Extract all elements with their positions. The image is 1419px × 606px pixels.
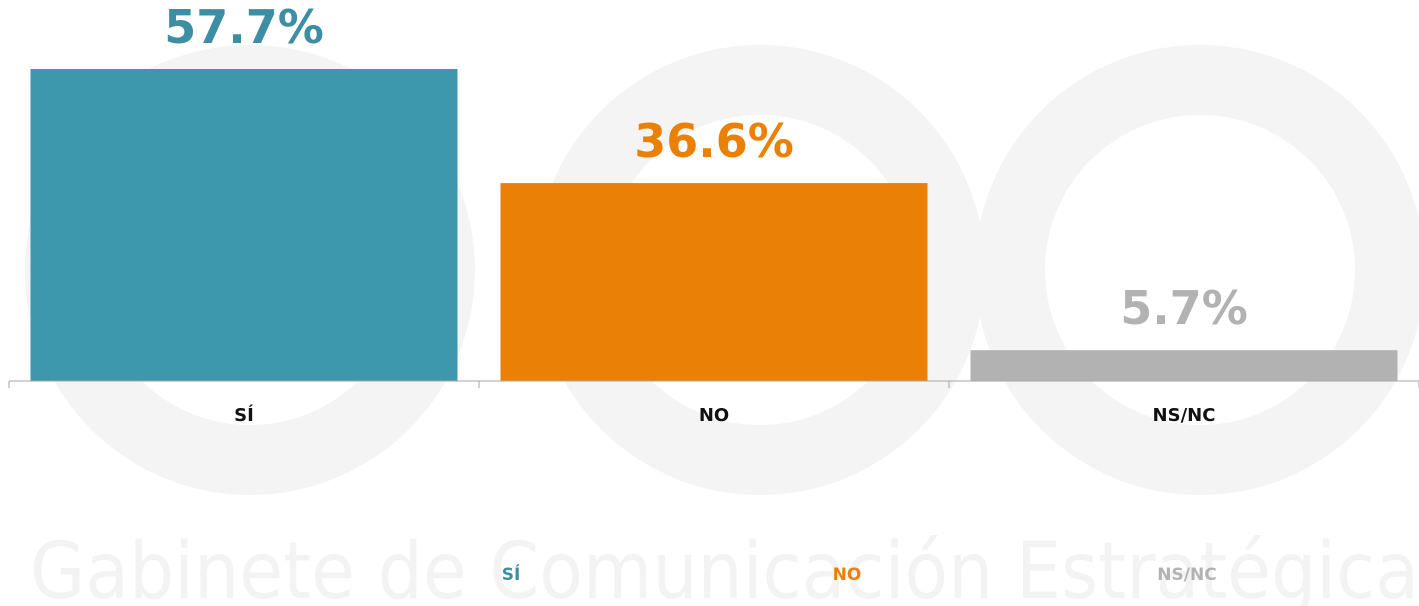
bar [30, 69, 458, 381]
bars-group [30, 69, 1398, 381]
legend-entry: NS/NC [1157, 565, 1216, 585]
category-label: NS/NC [1153, 405, 1216, 426]
bar-value-label: 57.7% [164, 0, 324, 54]
x-axis-ticks [8, 381, 1419, 388]
category-label: NO [699, 405, 729, 426]
legend-entry: NO [833, 565, 862, 585]
category-labels-group: SÍ NO NS/NC [234, 404, 1215, 426]
bar-value-label: 5.7% [1120, 281, 1248, 335]
legend-entry: SÍ [502, 563, 521, 585]
bar-value-label: 36.6% [634, 114, 794, 168]
bar [500, 183, 928, 381]
category-label: SÍ [234, 404, 254, 426]
legend: SÍ NO NS/NC [502, 563, 1217, 585]
watermark-text: Gabinete de Comunicación Estratégica [30, 527, 1419, 606]
value-labels-group: 57.7% 36.6% 5.7% [164, 0, 1248, 335]
bar [970, 350, 1398, 381]
